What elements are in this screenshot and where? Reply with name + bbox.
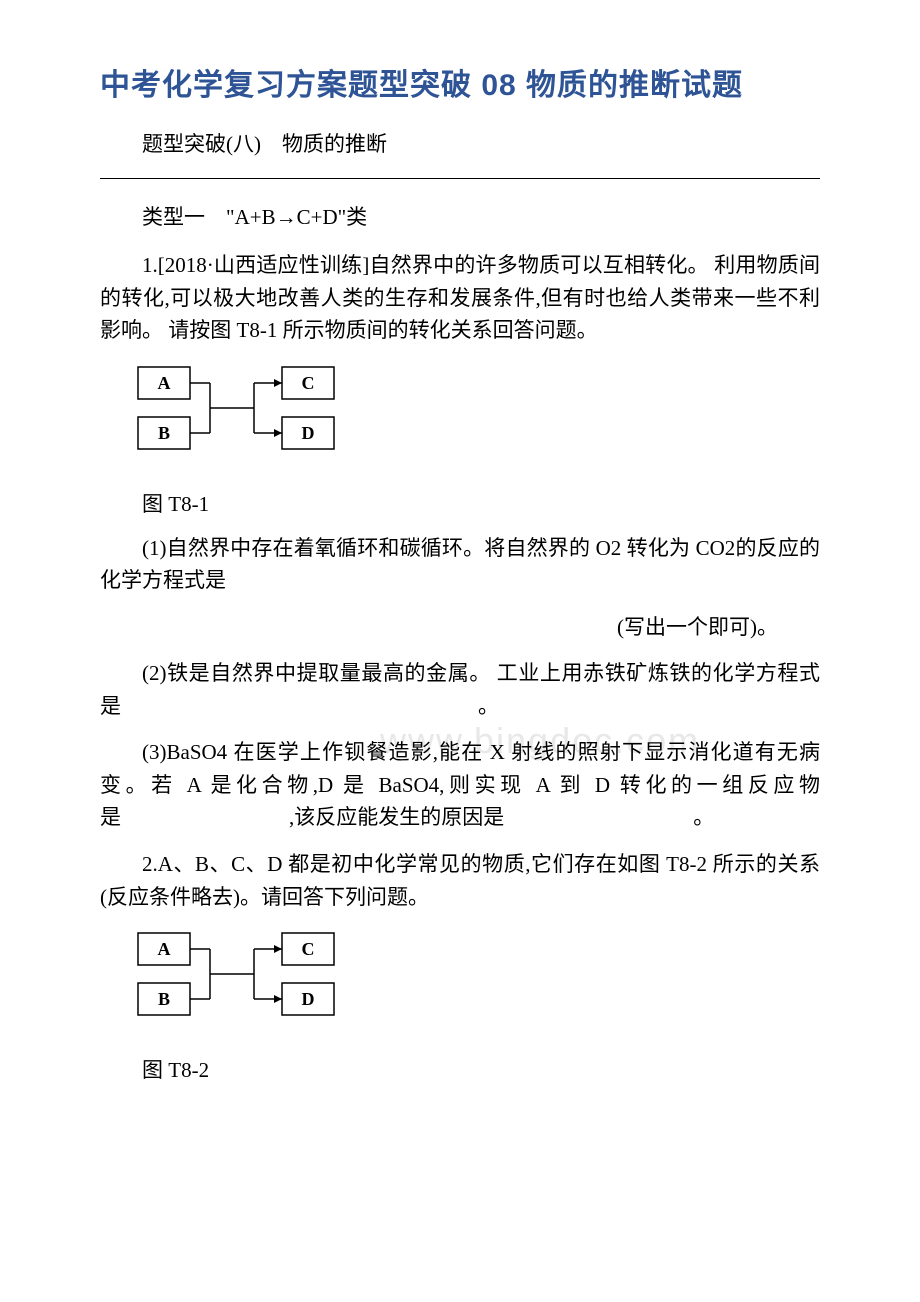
q1-part2: (2)铁是自然界中提取量最高的金属。 工业上用赤铁矿炼铁的化学方程式是 。 xyxy=(100,657,820,722)
q1-part1-blank: (写出一个即可)。 xyxy=(100,611,820,644)
svg-text:B: B xyxy=(158,989,170,1009)
flow-diagram-icon: A B C D xyxy=(132,927,352,1037)
svg-text:B: B xyxy=(158,423,170,443)
q1-part1: (1)自然界中存在着氧循环和碳循环。将自然界的 O2 转化为 CO2的反应的化学… xyxy=(100,532,820,597)
diagram-t8-2: A B C D xyxy=(132,927,820,1042)
svg-text:D: D xyxy=(302,989,315,1009)
svg-text:C: C xyxy=(302,373,315,393)
svg-text:C: C xyxy=(302,939,315,959)
diagram-t8-1: A B C D xyxy=(132,361,820,476)
svg-text:D: D xyxy=(302,423,315,443)
svg-text:A: A xyxy=(158,373,171,393)
svg-text:A: A xyxy=(158,939,171,959)
page-title: 中考化学复习方案题型突破 08 物质的推断试题 xyxy=(100,60,820,104)
category-heading: 类型一 "A+B→C+D"类 xyxy=(100,201,820,231)
q1-intro: 1.[2018·山西适应性训练]自然界中的许多物质可以互相转化。 利用物质间的转… xyxy=(100,249,820,347)
divider xyxy=(100,178,820,179)
figure-caption-1: 图 T8-1 xyxy=(100,488,820,518)
flow-diagram-icon: A B C D xyxy=(132,361,352,471)
subtitle: 题型突破(八) 物质的推断 xyxy=(100,128,820,158)
q2-intro: 2.A、B、C、D 都是初中化学常见的物质,它们存在如图 T8-2 所示的关系(… xyxy=(100,848,820,913)
figure-caption-2: 图 T8-2 xyxy=(100,1054,820,1084)
q1-part3: (3)BaSO4 在医学上作钡餐造影,能在 X 射线的照射下显示消化道有无病变。… xyxy=(100,736,820,834)
